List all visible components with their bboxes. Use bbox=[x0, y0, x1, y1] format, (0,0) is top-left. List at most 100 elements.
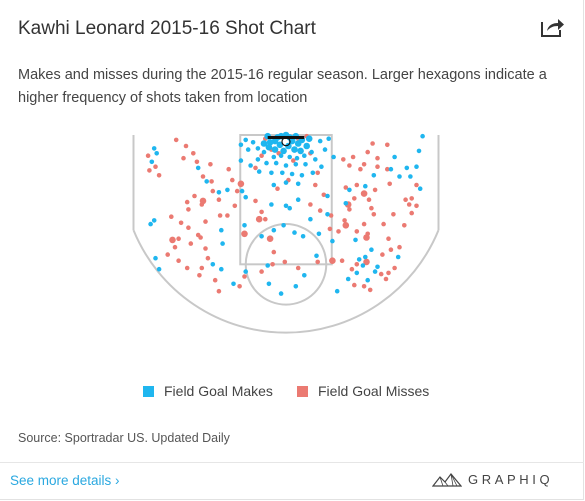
make-point bbox=[343, 201, 349, 206]
miss-point bbox=[402, 223, 407, 228]
miss-point bbox=[216, 197, 222, 202]
make-point bbox=[243, 137, 248, 143]
make-point bbox=[283, 163, 289, 168]
make-point bbox=[353, 237, 358, 243]
miss-point bbox=[341, 157, 346, 162]
miss-point bbox=[363, 258, 370, 266]
legend: Field Goal Makes Field Goal Misses bbox=[0, 383, 585, 403]
make-point bbox=[305, 135, 313, 142]
brand-name: GRAPHIQ bbox=[468, 472, 554, 487]
miss-point bbox=[176, 236, 181, 241]
make-point bbox=[216, 190, 222, 195]
miss-point bbox=[172, 244, 178, 250]
make-point bbox=[219, 266, 224, 272]
miss-point bbox=[178, 220, 184, 226]
miss-point bbox=[255, 215, 263, 223]
miss-point bbox=[380, 252, 385, 257]
miss-point bbox=[259, 209, 264, 215]
miss-point bbox=[270, 262, 275, 267]
make-point bbox=[149, 159, 155, 165]
miss-point bbox=[367, 287, 373, 293]
miss-point bbox=[361, 162, 367, 167]
make-point bbox=[225, 187, 230, 193]
make-point bbox=[289, 171, 295, 177]
make-point bbox=[151, 218, 157, 223]
make-point bbox=[313, 157, 318, 162]
make-point bbox=[276, 141, 284, 149]
make-point bbox=[271, 182, 277, 188]
miss-point bbox=[354, 262, 360, 267]
makes-series bbox=[148, 131, 425, 296]
rim bbox=[267, 135, 305, 147]
misses-series bbox=[145, 133, 419, 294]
miss-point bbox=[225, 213, 230, 218]
miss-point bbox=[392, 265, 397, 271]
see-more-link[interactable]: See more details › bbox=[10, 473, 120, 488]
miss-point bbox=[169, 214, 174, 219]
make-point bbox=[408, 174, 413, 179]
make-point bbox=[243, 194, 248, 200]
make-point bbox=[248, 163, 253, 168]
make-point bbox=[416, 148, 422, 154]
miss-point bbox=[378, 271, 384, 277]
make-point bbox=[287, 154, 293, 160]
miss-point bbox=[315, 170, 321, 176]
legend-label-misses: Field Goal Misses bbox=[318, 383, 430, 399]
miss-point bbox=[186, 207, 191, 212]
miss-point bbox=[176, 258, 181, 264]
miss-point bbox=[347, 207, 352, 212]
miss-point bbox=[282, 259, 288, 265]
legend-item-makes[interactable]: Field Goal Makes bbox=[143, 383, 273, 399]
make-point bbox=[302, 273, 307, 278]
miss-point bbox=[354, 182, 360, 188]
miss-point bbox=[343, 185, 349, 190]
miss-point bbox=[347, 163, 352, 168]
miss-point bbox=[253, 165, 258, 171]
miss-point bbox=[387, 181, 393, 187]
miss-point bbox=[371, 212, 377, 217]
miss-point bbox=[406, 202, 412, 207]
make-point bbox=[255, 157, 261, 162]
make-point bbox=[330, 238, 335, 244]
miss-point bbox=[181, 155, 186, 161]
make-point bbox=[283, 180, 289, 185]
make-point bbox=[219, 227, 224, 233]
legend-item-misses[interactable]: Field Goal Misses bbox=[297, 383, 429, 399]
shot-chart bbox=[132, 131, 440, 334]
make-point bbox=[331, 154, 336, 160]
footer-divider bbox=[0, 462, 584, 463]
miss-point bbox=[409, 210, 415, 216]
make-point bbox=[414, 164, 419, 169]
miss-point bbox=[169, 236, 176, 244]
make-point bbox=[356, 257, 362, 262]
miss-point bbox=[372, 187, 378, 193]
source-note: Source: Sportradar US. Updated Daily bbox=[18, 431, 230, 445]
make-point bbox=[299, 173, 305, 178]
miss-point bbox=[381, 221, 386, 227]
miss-point bbox=[253, 198, 258, 204]
miss-point bbox=[197, 273, 202, 278]
miss-point bbox=[186, 225, 191, 230]
miss-point bbox=[361, 284, 367, 289]
graphiq-brand[interactable]: GRAPHIQ bbox=[432, 472, 553, 487]
miss-point bbox=[329, 257, 336, 265]
miss-point bbox=[216, 288, 222, 294]
share-button[interactable] bbox=[540, 16, 566, 38]
miss-point bbox=[391, 212, 396, 217]
miss-point bbox=[397, 244, 402, 250]
miss-point bbox=[184, 199, 190, 205]
make-point bbox=[297, 147, 304, 155]
miss-point bbox=[385, 142, 390, 148]
make-point bbox=[238, 158, 244, 163]
miss-point bbox=[342, 218, 347, 223]
chart-title: Kawhi Leonard 2015-16 Shot Chart bbox=[18, 18, 316, 39]
miss-point bbox=[409, 196, 415, 201]
miss-point bbox=[370, 141, 375, 146]
make-point bbox=[360, 263, 366, 268]
miss-point bbox=[358, 166, 363, 172]
miss-point bbox=[275, 186, 280, 191]
make-point bbox=[371, 173, 377, 178]
miss-point bbox=[363, 234, 370, 241]
miss-point bbox=[242, 274, 247, 279]
miss-point bbox=[165, 252, 170, 257]
